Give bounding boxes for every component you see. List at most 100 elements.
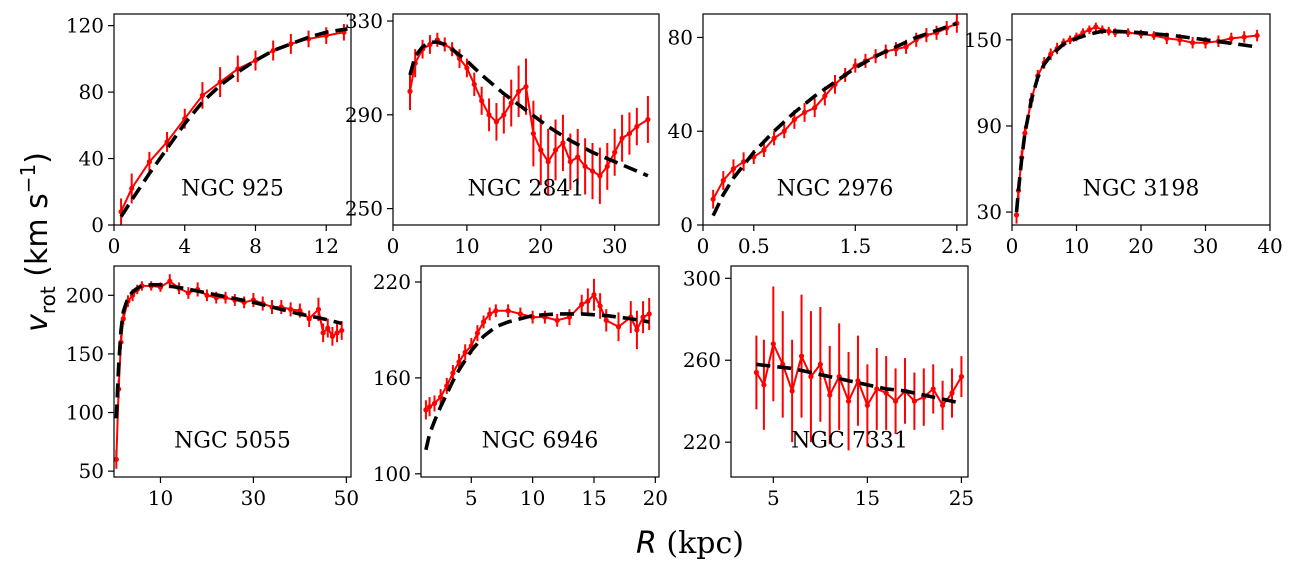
data-point [423, 407, 429, 413]
data-point [1254, 32, 1260, 39]
data-point [464, 65, 470, 71]
data-point [741, 159, 747, 165]
panel-4: 0 10 20 30 40 30 90 150 NGC 3198 [964, 13, 1283, 258]
y-tick-label: 40 [79, 147, 104, 171]
model-curve [756, 362, 962, 406]
x-tick-label: 1.5 [839, 234, 871, 258]
data-point [1086, 27, 1092, 33]
data-point [538, 147, 544, 153]
y-tick-label: 160 [373, 366, 411, 390]
model-curve [114, 282, 343, 419]
data-point [634, 327, 640, 333]
x-tick-label: 0.5 [738, 234, 770, 258]
data-point [1177, 37, 1183, 43]
data-point [306, 316, 312, 322]
data-point [474, 330, 481, 336]
panel-title: NGC 6946 [482, 428, 599, 453]
x-tick-label: 30 [1193, 234, 1218, 258]
panel-title: NGC 2976 [777, 176, 894, 201]
x-tick-label: 0 [697, 234, 710, 258]
plot-area [1013, 22, 1260, 224]
data-point [1228, 35, 1234, 42]
data-point [798, 353, 805, 359]
data-point [603, 317, 609, 323]
data-point [612, 149, 618, 155]
data-point [508, 100, 514, 106]
data-point [297, 307, 303, 314]
data-point [761, 147, 767, 153]
y-tick-label: 50 [79, 459, 104, 483]
data-point [579, 301, 585, 307]
data-point [566, 314, 573, 320]
data-point [791, 116, 797, 123]
data-point [1067, 37, 1073, 43]
data-point [585, 298, 591, 304]
x-tick-label: 10 [148, 486, 173, 510]
data-point [523, 84, 529, 90]
data-point [845, 398, 852, 404]
data-point [589, 168, 596, 174]
data-point [710, 196, 716, 202]
y-tick-label: 200 [66, 283, 104, 307]
data-point [462, 349, 468, 355]
data-point [855, 378, 861, 384]
data-point [604, 163, 610, 169]
data-point [930, 386, 936, 392]
model-curve [424, 312, 650, 451]
x-tick-label: 15 [581, 486, 606, 510]
observed-line [425, 293, 650, 411]
data-point [164, 139, 170, 145]
axes-frame [392, 13, 660, 226]
data-point [911, 398, 917, 404]
axes-frame [113, 13, 352, 226]
data-point [753, 369, 759, 376]
model-curve [1014, 29, 1258, 213]
data-point [1022, 130, 1028, 136]
x-tick-label: 20 [643, 486, 668, 510]
data-point [438, 394, 444, 400]
panel-6: 5 10 15 20 100 160 220 NGC 6946 [373, 265, 668, 510]
data-point [940, 402, 946, 408]
data-point [204, 292, 210, 298]
data-point [505, 308, 511, 314]
y-tick-label: 40 [668, 119, 693, 143]
axes-frame [420, 265, 660, 478]
x-tick-label: 10 [520, 486, 545, 510]
data-point [426, 404, 433, 410]
data-point [817, 361, 823, 367]
y-axis-title-subscript: rot [36, 286, 60, 314]
y-axis-title-exponent: −1 [16, 164, 40, 193]
y-tick-label: 80 [79, 80, 104, 104]
data-point [1190, 40, 1196, 46]
x-tick-label: 8 [249, 234, 262, 258]
data-point [770, 341, 776, 347]
data-point [615, 324, 622, 330]
data-point [597, 303, 603, 309]
data-point [949, 390, 955, 396]
panel-title: NGC 3198 [1083, 176, 1200, 201]
data-point [199, 92, 206, 99]
plot-area [114, 274, 345, 469]
y-tick-label: 30 [977, 200, 1002, 224]
y-axis-title-units: (km s [20, 193, 55, 286]
x-tick-label: 2.5 [941, 234, 973, 258]
data-point [450, 370, 456, 376]
data-point [1048, 51, 1054, 57]
y-tick-label: 150 [964, 28, 1002, 52]
observed-line [409, 38, 649, 178]
data-point [761, 382, 767, 388]
y-tick-label: 90 [977, 114, 1002, 138]
axes-frame [113, 265, 352, 478]
data-point [479, 98, 485, 104]
axes-frame [730, 265, 969, 478]
x-tick-label: 15 [855, 486, 880, 510]
data-point [575, 154, 581, 160]
data-point [619, 135, 625, 141]
data-point [591, 292, 597, 298]
x-tick-label: 0 [108, 234, 121, 258]
x-tick-label: 30 [602, 234, 627, 258]
y-tick-label: 150 [66, 342, 104, 366]
data-point [582, 163, 588, 169]
data-point [288, 41, 294, 47]
data-point [874, 386, 880, 392]
